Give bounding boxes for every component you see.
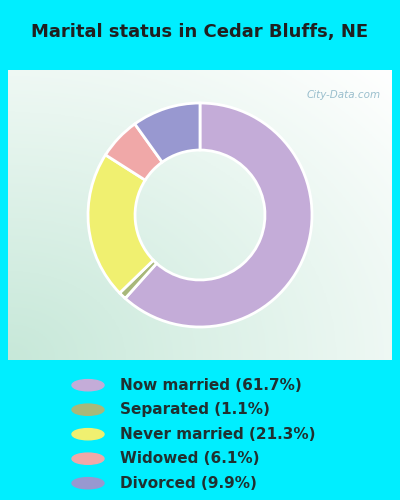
Wedge shape <box>120 260 157 298</box>
Text: Divorced (9.9%): Divorced (9.9%) <box>120 476 257 490</box>
Text: Separated (1.1%): Separated (1.1%) <box>120 402 270 417</box>
Text: Widowed (6.1%): Widowed (6.1%) <box>120 451 260 466</box>
Circle shape <box>72 478 104 489</box>
Circle shape <box>72 404 104 415</box>
Circle shape <box>72 380 104 391</box>
Circle shape <box>72 453 104 464</box>
Text: Now married (61.7%): Now married (61.7%) <box>120 378 302 392</box>
Text: Marital status in Cedar Bluffs, NE: Marital status in Cedar Bluffs, NE <box>32 22 368 40</box>
Text: City-Data.com: City-Data.com <box>306 90 380 101</box>
Text: Never married (21.3%): Never married (21.3%) <box>120 426 316 442</box>
Circle shape <box>72 428 104 440</box>
Wedge shape <box>106 124 162 180</box>
Wedge shape <box>135 103 200 162</box>
Wedge shape <box>125 103 312 327</box>
Wedge shape <box>88 155 153 293</box>
